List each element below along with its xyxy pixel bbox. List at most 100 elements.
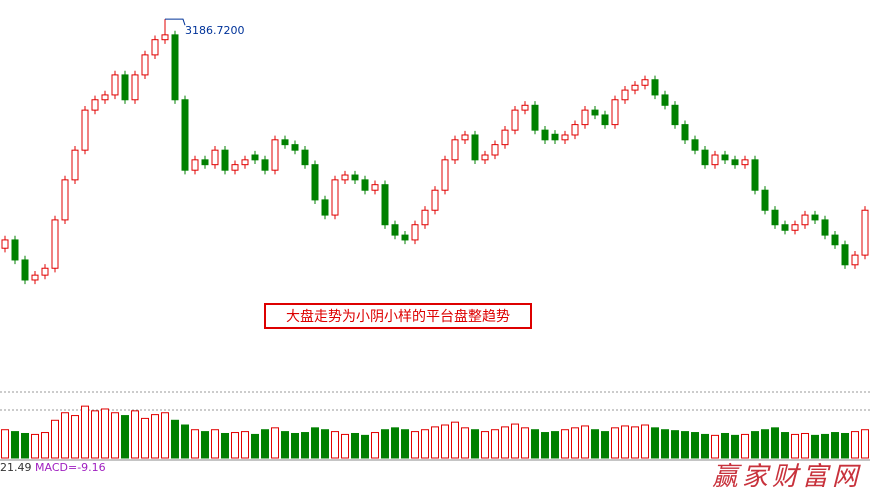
candle-body [191, 159, 199, 171]
candle-body [71, 149, 79, 181]
candle-body [91, 99, 99, 111]
volume-bar [361, 434, 369, 459]
volume-bar [811, 434, 819, 459]
volume-bar [31, 433, 39, 459]
volume-bar [271, 427, 279, 459]
candle-body [471, 134, 479, 161]
candle-body [621, 89, 629, 101]
candle-body [761, 189, 769, 211]
candle-body [131, 74, 139, 101]
volume-bar [731, 434, 739, 459]
volume-bar [81, 405, 89, 459]
candle-body [461, 134, 469, 141]
candle-body [21, 259, 29, 281]
volume-bar [591, 429, 599, 459]
volume-bar [521, 427, 529, 459]
candle-body [211, 149, 219, 166]
volume-bar [601, 431, 609, 459]
volume-bar [1, 429, 9, 459]
note-text: 大盘走势为小阴小样的平台盘整趋势 [286, 308, 510, 325]
volume-bar [141, 417, 149, 459]
candle-body [11, 239, 19, 261]
candle-body [321, 199, 329, 216]
candle-body [451, 139, 459, 161]
candle-body [731, 159, 739, 166]
volume-bar [111, 412, 119, 459]
candle-body [641, 79, 649, 86]
volume-bar [131, 410, 139, 459]
volume-bar [191, 429, 199, 459]
candle-body [801, 214, 809, 226]
candle-body [831, 234, 839, 246]
candle-body [671, 104, 679, 126]
volume-bar [511, 423, 519, 459]
candle-body [351, 174, 359, 181]
candle-body [681, 124, 689, 141]
candle-body [531, 104, 539, 131]
candle-body [611, 99, 619, 126]
volume-bar [581, 425, 589, 459]
candle-body [431, 189, 439, 211]
candle-body [541, 129, 549, 141]
candle-body [111, 74, 119, 96]
volume-bar [151, 414, 159, 459]
annotation-label: 3186.7200 [185, 24, 245, 37]
volume-bar [301, 432, 309, 459]
volume-bar [551, 431, 559, 459]
volume-bar [381, 429, 389, 459]
candle-body [291, 144, 299, 151]
candle-body [721, 154, 729, 161]
candle-body [141, 54, 149, 76]
candle-body [271, 139, 279, 171]
volume-bar [51, 419, 59, 459]
candle-body [201, 159, 209, 166]
candle-body [661, 94, 669, 106]
candle-body [811, 214, 819, 221]
candle-body [381, 184, 389, 226]
volume-bar [161, 412, 169, 459]
volume-bar [831, 432, 839, 459]
note-box [264, 303, 532, 329]
volume-bar [861, 429, 869, 459]
candle-body [821, 219, 829, 236]
volume-bar [441, 424, 449, 459]
volume-bar [171, 419, 179, 459]
candle-body [501, 129, 509, 146]
macd-label: MACD=-9.16 [35, 461, 106, 474]
candle-body [491, 144, 499, 156]
volume-bar [21, 432, 29, 459]
volume-bar [761, 429, 769, 459]
volume-bar [681, 431, 689, 459]
candle-body [851, 254, 859, 266]
volume-bar [211, 429, 219, 459]
volume-bar [491, 429, 499, 459]
candle-body [31, 274, 39, 281]
candle-body [301, 149, 309, 166]
volume-bar [741, 433, 749, 459]
volume-bar [781, 432, 789, 459]
candle-body [581, 109, 589, 126]
candle-body [741, 159, 749, 166]
candle-body [481, 154, 489, 161]
candle-body [751, 159, 759, 191]
candle-body [281, 139, 289, 146]
candle-body [591, 109, 599, 116]
volume-bar [801, 432, 809, 459]
volume-bar [61, 412, 69, 459]
volume-bar [701, 433, 709, 459]
volume-bar [661, 429, 669, 459]
candle-body [411, 224, 419, 241]
volume-bar [71, 415, 79, 459]
candle-body [391, 224, 399, 236]
volume-bar [621, 425, 629, 459]
candle-body [561, 134, 569, 141]
candle-body [711, 154, 719, 166]
volume-bar [321, 429, 329, 459]
volume-bar [791, 433, 799, 459]
volume-bar [221, 432, 229, 459]
candle-body [781, 224, 789, 231]
candle-body [401, 234, 409, 241]
volume-bar [851, 431, 859, 459]
volume-bar [641, 424, 649, 459]
